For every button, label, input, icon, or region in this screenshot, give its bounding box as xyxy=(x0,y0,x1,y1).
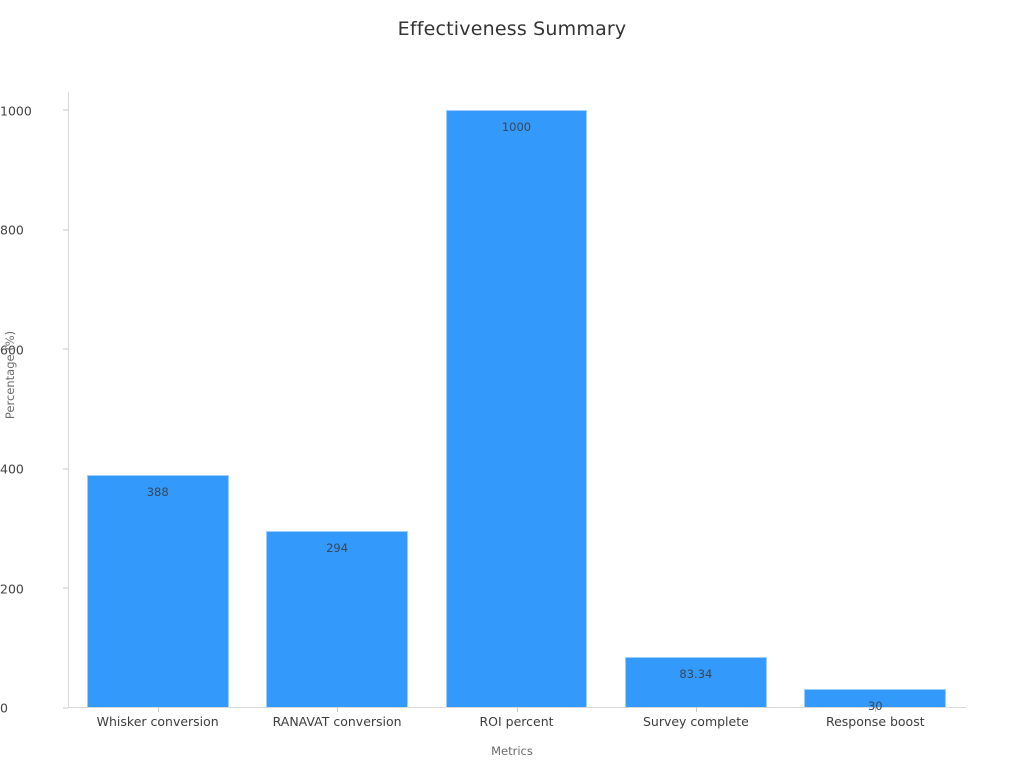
y-axis-tick-mark xyxy=(63,348,68,350)
x-axis-tick-label: ROI percent xyxy=(479,714,554,729)
y-axis-title: Percentage (%) xyxy=(3,330,17,420)
y-axis-tick-label: 1000 xyxy=(0,103,32,119)
bar[interactable]: 1000 xyxy=(445,109,588,707)
bar[interactable]: 83.34 xyxy=(625,657,767,707)
bar[interactable]: 30 xyxy=(804,689,947,713)
x-axis-tick-label: Response boost xyxy=(825,714,925,729)
y-axis-tick-label: 0 xyxy=(0,700,8,716)
plot-area: 388 294 1000 83.34 30 xyxy=(68,92,965,713)
bar-value-label: 83.34 xyxy=(679,667,713,682)
y-axis-tick-mark xyxy=(63,587,68,589)
y-axis-tick: 600 xyxy=(0,339,68,358)
y-axis-tick-label: 600 xyxy=(0,342,24,358)
x-axis-tick-mark xyxy=(337,707,339,712)
chart-title: Effectiveness Summary xyxy=(397,18,627,40)
y-axis-tick-group: 0 200 400 600 800 1000 xyxy=(0,0,68,768)
y-axis-tick-label: 800 xyxy=(0,222,24,238)
x-axis-tick-mark xyxy=(157,707,159,712)
y-axis-tick-label: 400 xyxy=(0,461,24,477)
bar-value-label: 1000 xyxy=(501,119,532,134)
x-axis-tick-label: Survey complete xyxy=(642,714,749,729)
y-axis-tick: 0 xyxy=(0,698,68,717)
y-axis-tick: 200 xyxy=(0,578,68,597)
x-axis-tick-mark xyxy=(695,707,697,712)
x-axis-tick-label: RANAVAT conversion xyxy=(272,714,402,729)
y-axis-tick-mark xyxy=(63,707,68,708)
y-axis-tick-mark xyxy=(63,109,68,111)
bar-value-label: 30 xyxy=(805,699,945,713)
x-axis-tick-mark xyxy=(875,707,877,712)
y-axis-spine xyxy=(68,92,69,708)
y-axis-tick: 800 xyxy=(0,220,68,239)
y-axis-tick: 1000 xyxy=(0,100,68,119)
x-axis-tick-mark xyxy=(516,707,518,712)
y-axis-tick: 400 xyxy=(0,459,68,478)
bar[interactable]: 294 xyxy=(266,531,408,707)
bar-value-label: 294 xyxy=(326,541,349,556)
y-axis-tick-mark xyxy=(63,229,68,231)
x-axis-tick-label: Whisker conversion xyxy=(96,714,219,729)
bar[interactable]: 388 xyxy=(86,475,229,707)
bar-value-label: 388 xyxy=(146,485,169,500)
y-axis-tick-mark xyxy=(63,468,68,470)
y-axis-tick-label: 200 xyxy=(0,581,24,597)
x-axis-title: Metrics xyxy=(491,744,533,758)
